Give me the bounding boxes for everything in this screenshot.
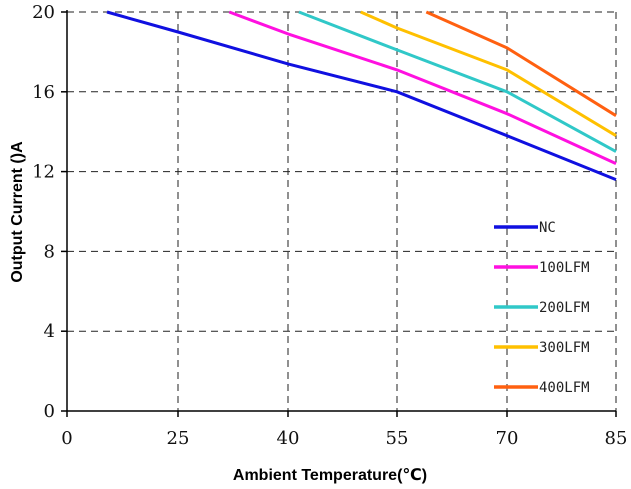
grid-lines	[67, 11, 617, 411]
legend-label-200lfm: 200LFM	[539, 300, 590, 316]
axes: 0 4 8 12 16 20 0 25 40 55 70 85	[32, 2, 627, 449]
x-tick-label: 0	[61, 428, 72, 449]
series-line-400lfm	[425, 10, 617, 117]
legend-label-300lfm: 300LFM	[539, 340, 590, 356]
legend-label-nc: NC	[539, 220, 556, 236]
legend-label-100lfm: 100LFM	[539, 260, 590, 276]
y-tick-label: 8	[44, 241, 55, 262]
x-axis-title: Ambient Temperature(℃)	[233, 467, 427, 484]
legend-label-400lfm: 400LFM	[539, 380, 590, 396]
series-lines	[106, 10, 617, 181]
y-tick-label: 20	[32, 2, 55, 23]
x-tick-label: 25	[167, 428, 190, 449]
series-line-nc	[106, 10, 617, 181]
series-line-100lfm	[228, 10, 617, 165]
y-tick-label: 0	[44, 401, 55, 422]
x-tick-label: 55	[386, 428, 409, 449]
legend: NC 100LFM 200LFM 300LFM 400LFM	[494, 220, 590, 396]
y-tick-label: 4	[44, 321, 55, 342]
x-tick-label: 85	[605, 428, 628, 449]
x-tick-label: 40	[277, 428, 300, 449]
series-line-300lfm	[360, 10, 617, 137]
x-tick-label: 70	[496, 428, 519, 449]
y-axis-title: Output Current ()A	[9, 141, 26, 283]
y-tick-label: 16	[32, 82, 55, 103]
series-line-200lfm	[298, 10, 617, 153]
y-tick-label: 12	[32, 162, 55, 183]
